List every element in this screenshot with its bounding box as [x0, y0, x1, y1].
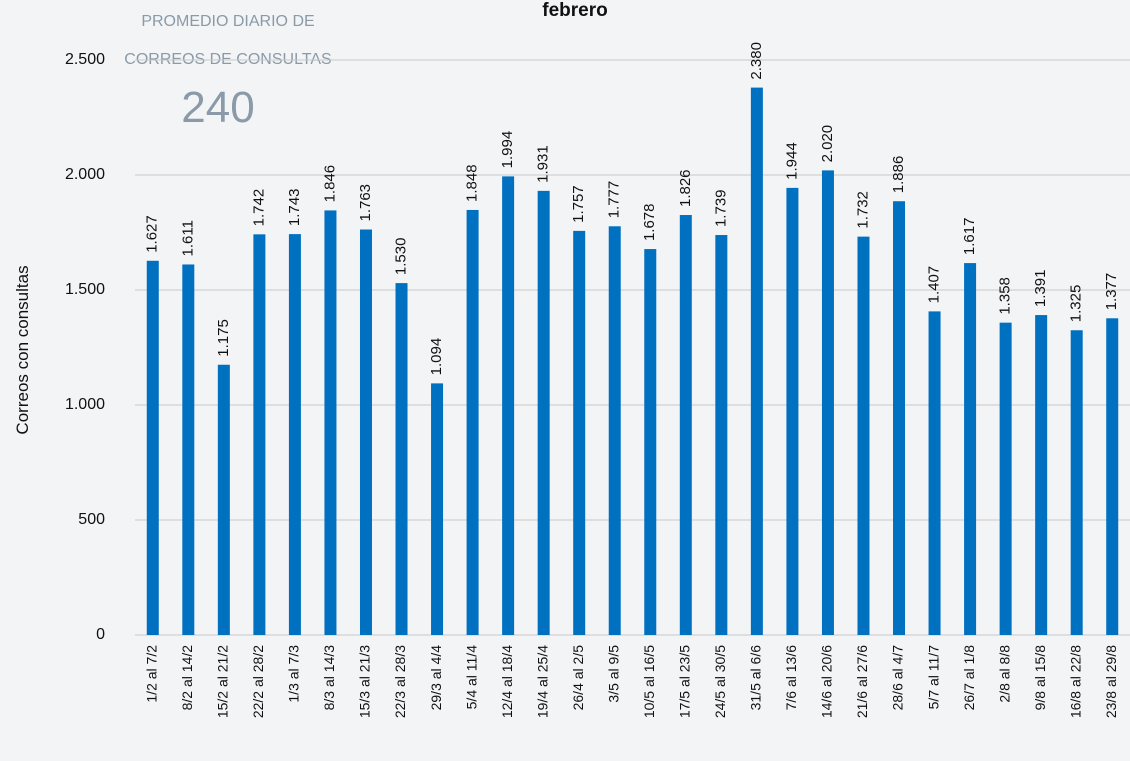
bar: [467, 210, 479, 635]
bar: [396, 283, 408, 635]
bar: [751, 88, 763, 635]
bar: [609, 226, 621, 635]
x-tick-label: 1/3 al 7/3: [286, 645, 302, 703]
bar: [218, 365, 230, 635]
y-tick-label: 2.500: [65, 51, 105, 68]
bar: [680, 215, 692, 635]
x-tick-label: 5/4 al 11/4: [463, 645, 479, 710]
data-label: 1.846: [321, 165, 338, 203]
bar: [253, 234, 265, 635]
data-label: 1.994: [499, 131, 516, 169]
bar: [929, 311, 941, 635]
bar: [1035, 315, 1047, 635]
bar: [1071, 330, 1083, 635]
x-tick-label: 8/3 al 14/3: [321, 645, 337, 711]
x-tick-label: 15/2 al 21/2: [215, 645, 231, 718]
x-tick-label: 10/5 al 16/5: [641, 645, 657, 718]
bar: [1000, 323, 1012, 635]
bar: [715, 235, 727, 635]
x-tick-label: 1/2 al 7/2: [143, 645, 159, 703]
x-tick-label: 5/7 al 11/7: [925, 645, 941, 710]
data-label: 1.763: [357, 184, 374, 222]
annotation-value: 240: [181, 83, 254, 132]
data-label: 1.094: [428, 338, 445, 376]
data-label: 1.611: [179, 220, 196, 256]
data-label: 1.732: [854, 191, 871, 229]
x-tick-label: 3/5 al 9/5: [605, 645, 621, 703]
x-tick-label: 7/6 al 13/6: [783, 645, 799, 711]
x-tick-label: 17/5 al 23/5: [677, 645, 693, 718]
data-label: 1.391: [1032, 270, 1049, 308]
data-label: 2.380: [748, 42, 765, 80]
data-label: 1.742: [250, 189, 267, 227]
x-tick-label: 21/6 al 27/6: [854, 645, 870, 718]
bar: [289, 234, 301, 635]
x-tick-label: 15/3 al 21/3: [357, 645, 373, 718]
data-label: 1.848: [464, 164, 481, 202]
data-label: 1.886: [890, 156, 907, 194]
bar: [857, 237, 869, 635]
data-label: 1.826: [677, 169, 694, 207]
data-label: 1.777: [606, 181, 623, 219]
data-label: 1.743: [286, 189, 303, 227]
bar: [502, 176, 514, 635]
x-tick-label: 26/7 al 1/8: [961, 645, 977, 711]
bar: [822, 170, 834, 635]
data-label: 1.678: [641, 204, 658, 242]
x-tick-label: 16/8 al 22/8: [1067, 645, 1083, 718]
bar: [964, 263, 976, 635]
data-label: 1.407: [926, 266, 943, 304]
bar: [538, 191, 550, 635]
y-tick-label: 500: [78, 511, 105, 528]
data-label: 1.325: [1068, 285, 1085, 323]
data-label: 1.617: [961, 218, 978, 256]
x-tick-label: 24/5 al 30/5: [712, 645, 728, 718]
data-label: 1.377: [1103, 273, 1120, 311]
y-tick-label: 0: [96, 626, 105, 643]
bar: [324, 210, 336, 635]
data-label: 1.358: [997, 277, 1014, 315]
x-tick-label: 2/8 al 8/8: [996, 645, 1012, 703]
bar: [644, 249, 656, 635]
y-tick-label: 1.500: [65, 281, 105, 298]
bar: [573, 231, 585, 635]
y-tick-label: 2.000: [65, 166, 105, 183]
chart-title: febrero: [542, 0, 607, 21]
data-label: 2.020: [819, 125, 836, 163]
x-tick-label: 12/4 al 18/4: [499, 645, 515, 718]
x-tick-label: 8/2 al 14/2: [179, 645, 195, 711]
bar: [360, 230, 372, 635]
data-label: 1.175: [215, 319, 232, 357]
bar: [893, 201, 905, 635]
x-tick-label: 22/3 al 28/3: [392, 645, 408, 718]
data-label: 1.944: [783, 142, 800, 180]
data-label: 1.931: [535, 145, 552, 183]
data-label: 1.757: [570, 185, 587, 223]
y-axis-title: Correos con consultas: [13, 265, 32, 434]
x-tick-label: 26/4 al 2/5: [570, 645, 586, 711]
bar: [431, 383, 443, 635]
x-tick-label: 9/8 al 15/8: [1032, 645, 1048, 711]
x-tick-label: 14/6 al 20/6: [819, 645, 835, 718]
chart: febrero PROMEDIO DIARIO DE CORREOS DE CO…: [0, 0, 1130, 761]
x-tick-label: 23/8 al 29/8: [1103, 645, 1119, 718]
data-label: 1.530: [392, 238, 409, 276]
annotation-line: PROMEDIO DIARIO DE: [141, 13, 314, 30]
y-tick-label: 1.000: [65, 396, 105, 413]
x-tick-label: 22/2 al 28/2: [250, 645, 266, 718]
x-tick-label: 19/4 al 25/4: [534, 645, 550, 718]
bar: [182, 264, 194, 635]
data-label: 1.627: [144, 215, 161, 253]
bar: [786, 188, 798, 635]
x-tick-label: 31/5 al 6/6: [748, 645, 764, 711]
data-label: 1.739: [712, 189, 729, 227]
x-tick-label: 29/3 al 4/4: [428, 645, 444, 711]
bar: [1106, 318, 1118, 635]
bar: [147, 261, 159, 635]
x-tick-label: 28/6 al 4/7: [890, 645, 906, 711]
